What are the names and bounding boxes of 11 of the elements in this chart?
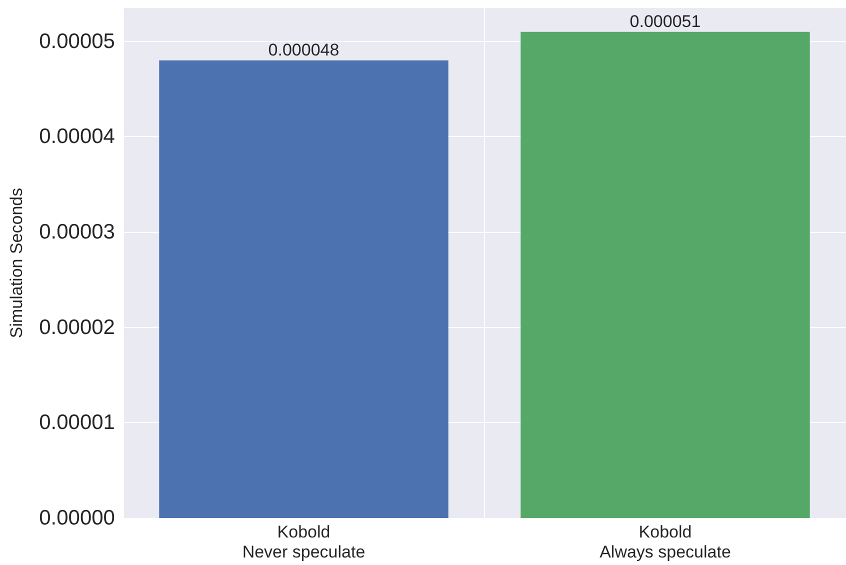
x-tick-label: Kobold Never speculate (242, 522, 366, 562)
y-tick-label: 0.00001 (39, 411, 115, 434)
y-tick-label: 0.00000 (39, 506, 115, 530)
data-label: 0.000051 (630, 12, 701, 31)
y-tick-label: 0.00003 (39, 220, 115, 244)
x-tick-label: Kobold Always speculate (600, 522, 731, 562)
y-tick-label: 0.00002 (39, 316, 115, 339)
y-axis-title: Simulation Seconds (7, 188, 26, 338)
data-label: 0.000048 (268, 40, 340, 60)
y-tick-label: 0.00004 (39, 125, 116, 148)
y-tick-label: 0.00005 (39, 30, 115, 53)
